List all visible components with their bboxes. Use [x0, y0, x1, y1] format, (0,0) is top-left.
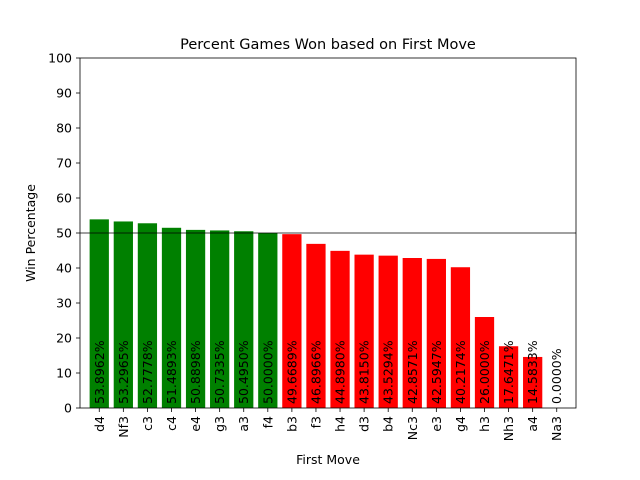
- y-tick-label-10: 10: [56, 366, 72, 381]
- y-tick-label-70: 70: [56, 156, 72, 171]
- data-label-e4: 50.8898%: [188, 340, 203, 404]
- x-tick-label-g3: g3: [212, 416, 227, 432]
- data-label-Nc3: 42.8571%: [405, 340, 420, 404]
- x-tick-label-e3: e3: [429, 416, 444, 432]
- data-label-f4: 50.0000%: [260, 340, 275, 404]
- bar-c4: [161, 227, 182, 408]
- bar-g4: [450, 267, 471, 408]
- bar-b3: [282, 234, 302, 408]
- data-label-c4: 51.4893%: [164, 340, 179, 404]
- data-label-d3: 43.8150%: [357, 340, 372, 404]
- x-tick-label-Nc3: Nc3: [405, 416, 420, 440]
- y-tick-label-30: 30: [56, 296, 72, 311]
- data-label-g3: 50.7335%: [212, 340, 227, 404]
- bar-d4: [89, 219, 109, 408]
- bar-Nh3: [498, 346, 519, 408]
- data-label-Na3: 0.0000%: [549, 348, 564, 404]
- bar-Nc3: [402, 258, 422, 408]
- bar-d3: [354, 254, 374, 408]
- y-axis-label: Win Percentage: [23, 184, 38, 282]
- x-tick-label-b3: b3: [284, 416, 299, 432]
- x-tick-label-b4: b4: [381, 416, 396, 432]
- y-tick-label-50: 50: [56, 226, 72, 241]
- bar-e3: [426, 258, 446, 408]
- y-tick-label-100: 100: [48, 51, 72, 66]
- x-tick-label-Nh3: Nh3: [501, 416, 516, 441]
- x-tick-label-d3: d3: [357, 416, 372, 432]
- bar-a3: [234, 231, 254, 408]
- y-tick-label-60: 60: [56, 191, 72, 206]
- x-tick-label-e4: e4: [188, 416, 203, 432]
- data-label-e3: 42.5947%: [429, 340, 444, 404]
- x-tick-label-a3: a3: [236, 416, 251, 432]
- x-tick-label-h3: h3: [477, 416, 492, 432]
- data-label-Nf3: 53.2965%: [116, 340, 131, 404]
- y-tick-label-90: 90: [56, 86, 72, 101]
- x-tick-label-c4: c4: [164, 416, 179, 431]
- bar-g3: [210, 230, 230, 408]
- y-tick-label-0: 0: [64, 401, 72, 416]
- x-axis-label: First Move: [296, 452, 360, 467]
- bar-e4: [185, 229, 206, 408]
- data-label-g4: 40.2174%: [453, 340, 468, 404]
- data-label-b4: 43.5294%: [381, 340, 396, 404]
- x-tick-label-Na3: Na3: [549, 416, 564, 441]
- data-label-Nh3: 17.6471%: [501, 340, 516, 404]
- x-tick-label-a4: a4: [525, 416, 540, 432]
- x-tick-label-f3: f3: [308, 416, 323, 428]
- bar-Nf3: [113, 221, 133, 408]
- data-label-h4: 44.8980%: [333, 340, 348, 404]
- bar-c3: [137, 223, 158, 408]
- data-label-b3: 49.6689%: [284, 340, 299, 404]
- data-label-d4: 53.8962%: [92, 340, 107, 404]
- x-tick-label-f4: f4: [260, 416, 275, 428]
- x-tick-label-c3: c3: [140, 416, 155, 431]
- data-label-f3: 46.8966%: [308, 340, 323, 404]
- plot-frame: [79, 57, 577, 409]
- x-tick-label-d4: d4: [92, 416, 107, 432]
- data-label-a4: 14.5833%: [525, 340, 540, 404]
- y-tick-label-40: 40: [56, 261, 72, 276]
- plot-area: 53.8962% d4 53.2965% Nf3 52.7778% c3 51.4893% c…: [48, 51, 577, 441]
- bar-h4: [330, 250, 350, 408]
- x-tick-label-g4: g4: [453, 416, 468, 432]
- data-label-h3: 26.0000%: [477, 340, 492, 404]
- bar-h3: [474, 317, 495, 408]
- y-tick-label-20: 20: [56, 331, 72, 346]
- data-label-c3: 52.7778%: [140, 340, 155, 404]
- bar-b4: [378, 255, 398, 408]
- bar-f4: [258, 233, 278, 408]
- bar-f3: [306, 243, 326, 408]
- x-tick-label-h4: h4: [333, 416, 348, 432]
- bar-a4: [523, 356, 543, 408]
- chart-title: Percent Games Won based on First Move: [180, 37, 476, 53]
- data-label-a3: 50.4950%: [236, 340, 251, 404]
- x-tick-label-Nf3: Nf3: [116, 416, 131, 438]
- y-tick-label-80: 80: [56, 121, 72, 136]
